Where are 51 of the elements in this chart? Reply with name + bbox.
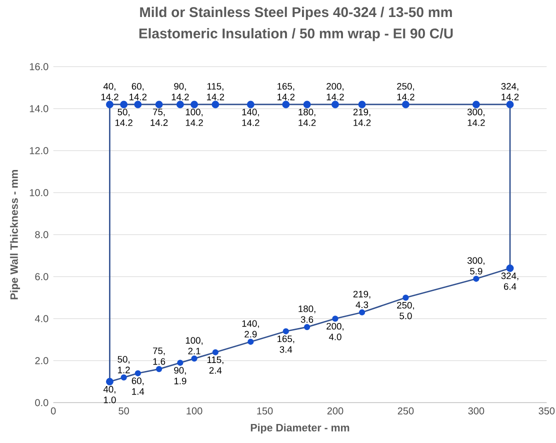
- y-tick-label: 6.0: [35, 273, 48, 280]
- data-label: 40, 14.2: [101, 83, 118, 100]
- data-label: 180, 14.2: [298, 108, 316, 126]
- x-tick-label: 150: [257, 408, 273, 415]
- y-tick-label: 2.0: [35, 357, 48, 364]
- data-label: 90, 1.9: [174, 367, 186, 384]
- data-label: 300, 5.9: [467, 257, 484, 275]
- data-label: 75, 14.2: [150, 108, 168, 126]
- y-tick-label: 4.0: [34, 315, 48, 322]
- x-tick-label: 200: [327, 408, 344, 415]
- data-label: 60, 14.2: [130, 83, 147, 100]
- data-label: 324, 6.4: [501, 272, 518, 290]
- data-label: 250, 5.0: [397, 302, 414, 320]
- data-label: 300, 14.2: [467, 108, 485, 126]
- data-label: 219, 14.2: [353, 108, 371, 126]
- data-label: 115, 14.2: [207, 83, 224, 100]
- chart-subtitle: Elastomeric Insulation / 50 mm wrap - EI 90 C/U: [139, 28, 453, 42]
- data-label: 75, 1.6: [153, 348, 166, 365]
- data-label: 140, 2.9: [242, 320, 259, 338]
- data-label: 200, 4.0: [326, 323, 344, 340]
- x-tick-label: 250: [398, 408, 414, 415]
- chart-title: Mild or Stainless Steel Pipes 40-324 / 13-50 mm: [140, 6, 452, 20]
- y-tick-label: 10.0: [30, 189, 48, 196]
- y-tick-label: 16.0: [30, 63, 48, 70]
- data-label: 90, 14.2: [172, 83, 189, 100]
- data-label: 324, 14.2: [501, 83, 519, 100]
- y-tick-label: 12.0: [30, 147, 48, 154]
- data-label: 60, 1.4: [132, 378, 144, 395]
- data-label: 180, 3.6: [298, 306, 316, 323]
- y-tick-label: 8.0: [35, 231, 48, 238]
- data-label: 165, 3.4: [278, 336, 294, 353]
- data-label: 50, 1.2: [118, 356, 130, 374]
- data-label: 100, 2.1: [186, 337, 203, 354]
- data-label: 50, 14.2: [115, 108, 132, 126]
- x-tick-label: 300: [468, 408, 484, 415]
- data-label: 140, 14.2: [242, 108, 260, 126]
- y-axis-title: Pipe Wall Thickness - mm: [10, 170, 20, 300]
- x-tick-label: 50: [118, 408, 129, 415]
- data-label: 250, 14.2: [397, 83, 414, 100]
- data-label: 200, 14.2: [326, 83, 344, 100]
- x-axis-title: Pipe Diameter - mm: [250, 424, 350, 434]
- x-tick-label: 100: [186, 408, 202, 415]
- data-label: 165, 14.2: [278, 83, 295, 100]
- y-tick-label: 14.0: [30, 105, 48, 112]
- x-tick-label: 0: [50, 408, 56, 415]
- x-tick-label: 350: [538, 408, 555, 415]
- data-label: 219, 4.3: [353, 291, 370, 308]
- data-label: 100, 14.2: [186, 108, 203, 126]
- y-tick-label: 0.0: [35, 399, 48, 406]
- data-label: 115, 2.4: [207, 356, 224, 374]
- data-label: 40, 1.0: [103, 386, 116, 404]
